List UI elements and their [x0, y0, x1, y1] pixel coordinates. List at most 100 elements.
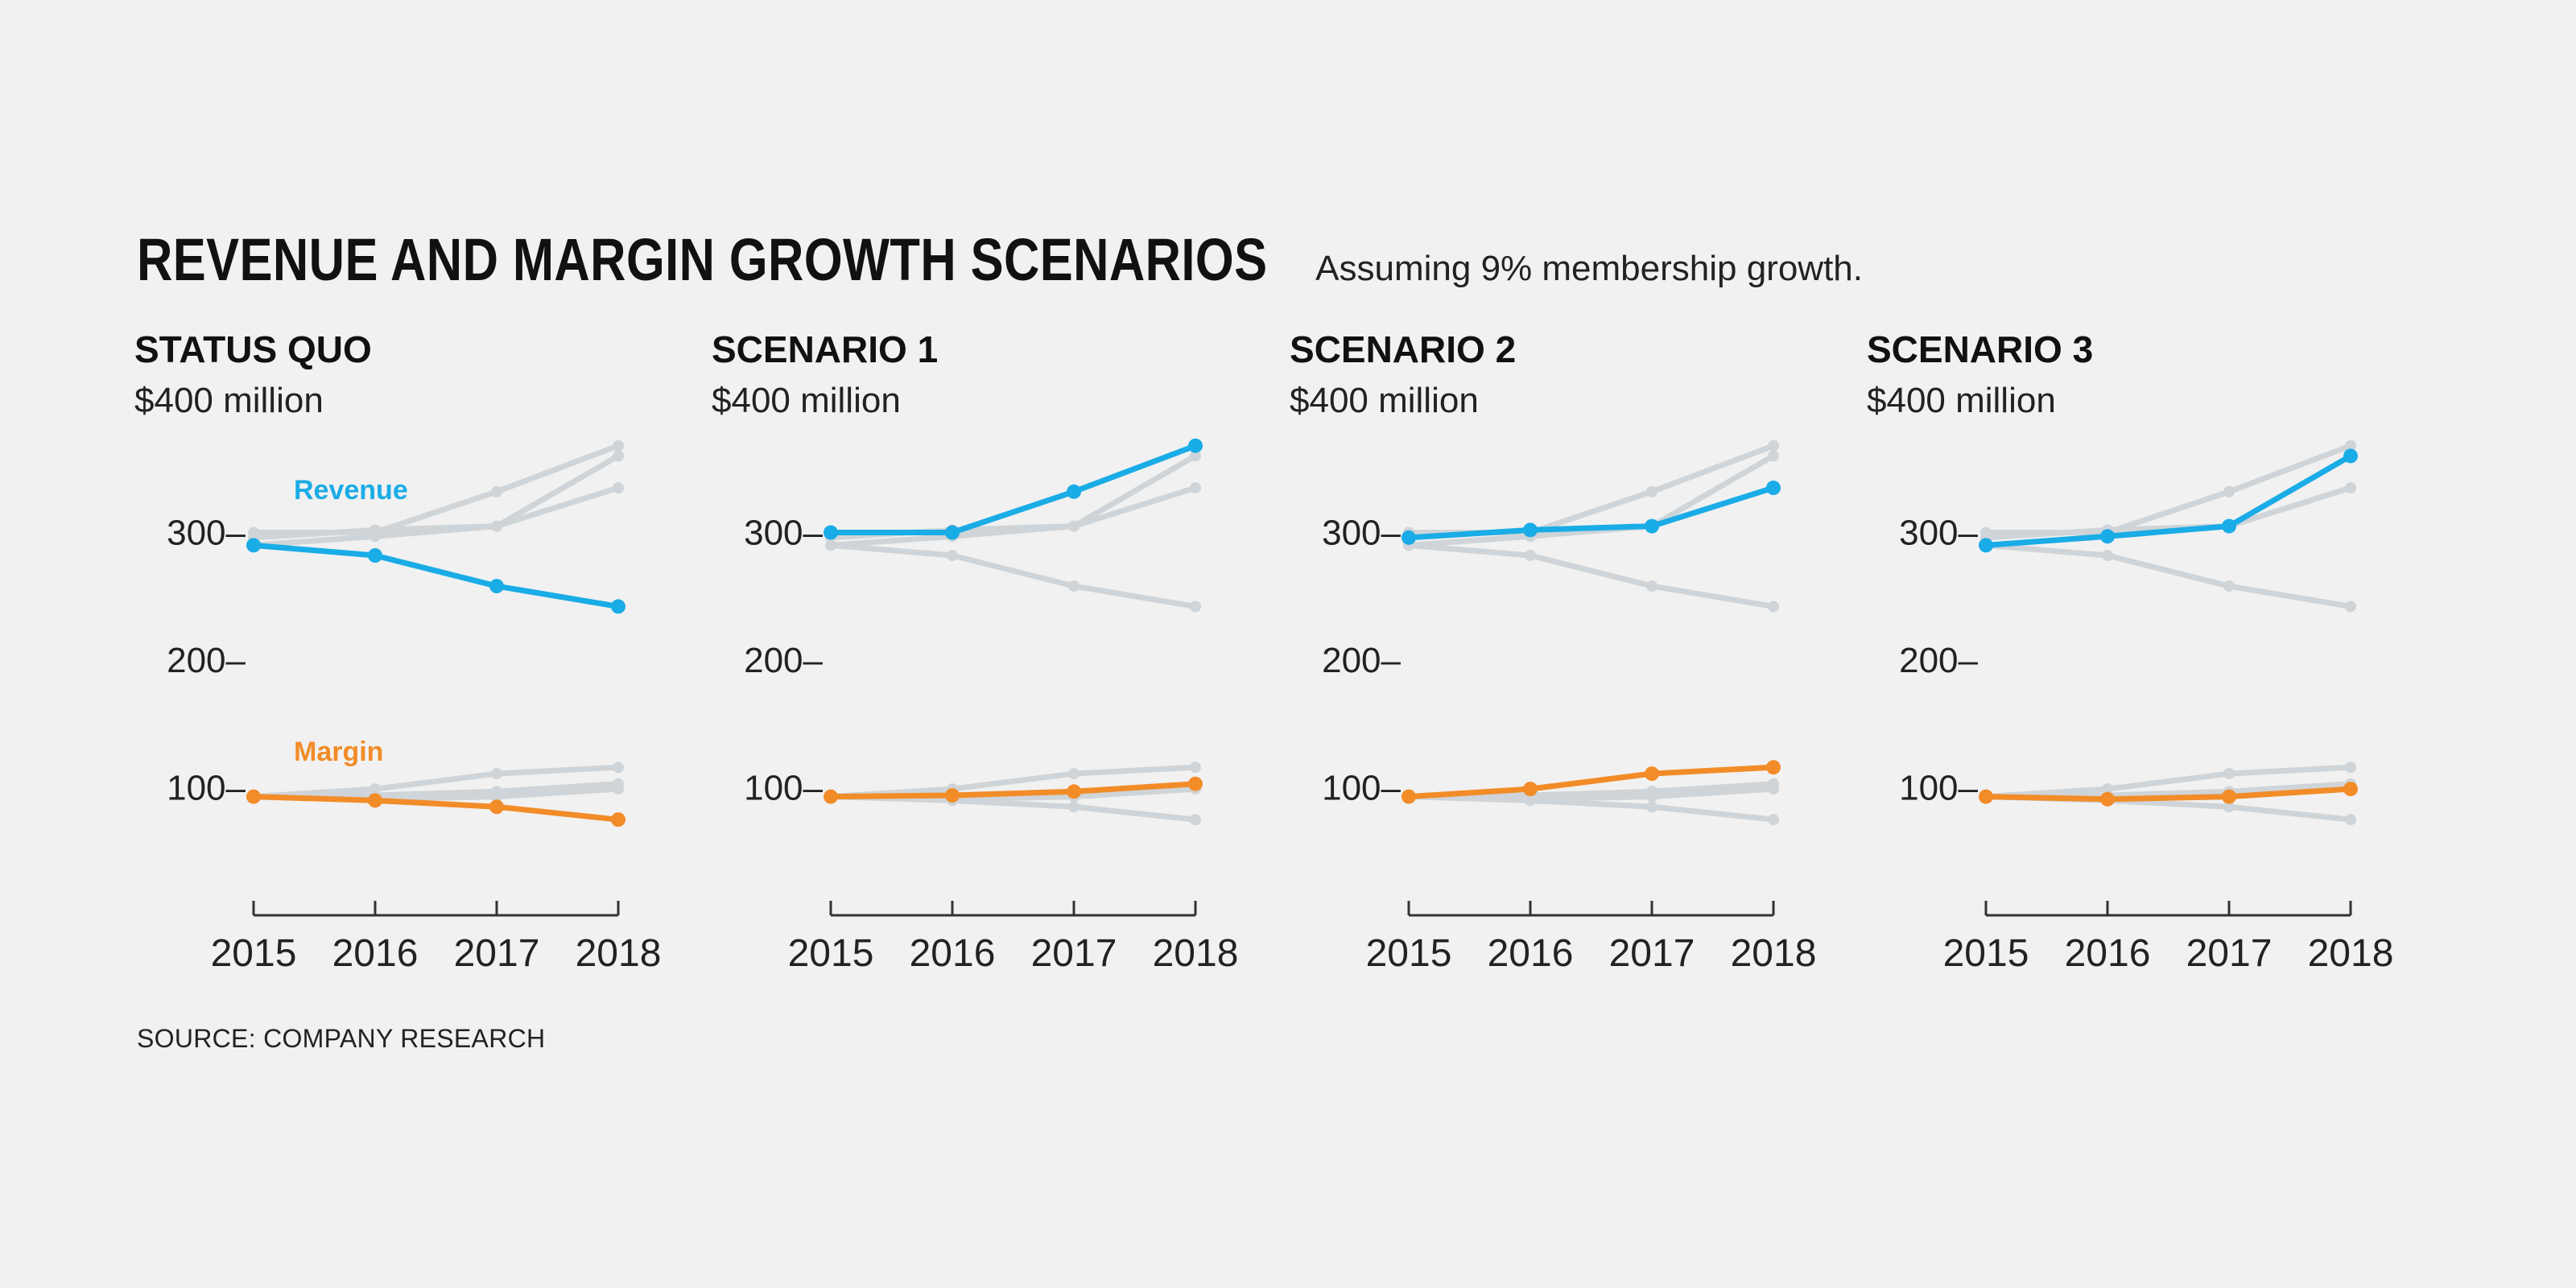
y-tick-label: 300– [1322, 514, 1401, 553]
margin-point [824, 789, 838, 804]
context-line-margin [1983, 764, 2354, 800]
y-tick-label: 300– [744, 514, 823, 553]
x-tick-label: 2016 [332, 932, 419, 975]
chart-header: REVENUE AND MARGIN GROWTH SCENARIOS Assu… [137, 225, 1863, 294]
revenue-point [2343, 448, 2358, 464]
panel-status-quo: STATUS QUO $400 million 300– 200– 100– 2015 20… [134, 328, 661, 975]
y-tick-label: 300– [1899, 514, 1978, 553]
y-tick-label: 200– [1322, 641, 1401, 680]
context-point-revenue [2102, 550, 2113, 562]
x-tick-label: 2017 [1031, 932, 1117, 975]
context-point-margin [369, 783, 381, 795]
context-point-margin [1190, 814, 1201, 826]
y-tick-label: 100– [1899, 769, 1978, 808]
context-point-margin [1646, 801, 1657, 813]
context-point-margin [2345, 762, 2356, 774]
context-point-margin [1068, 801, 1080, 813]
margin-point [489, 799, 504, 815]
x-tick-label: 2016 [2065, 932, 2151, 975]
panel-unit-label: $400 million [1867, 381, 2056, 420]
margin-point [2222, 789, 2236, 804]
revenue-point [1523, 522, 1538, 538]
context-point-margin [1768, 814, 1779, 826]
context-point-margin [1646, 791, 1657, 803]
context-point-margin [1768, 783, 1779, 795]
context-point-margin [2345, 814, 2356, 826]
panel-unit-label: $400 million [1290, 381, 1479, 420]
context-line-margin [1406, 786, 1777, 803]
x-tick-label: 2018 [1731, 932, 1817, 975]
context-point-margin [613, 783, 624, 795]
revenue-point [945, 525, 960, 540]
revenue-line [1983, 452, 2354, 548]
context-point-revenue [947, 550, 958, 562]
margin-point [1067, 784, 1081, 799]
margin-point [1523, 782, 1538, 797]
x-tick-label: 2018 [576, 932, 662, 975]
revenue-point [2222, 518, 2236, 534]
context-line-revenue [1983, 485, 2354, 541]
revenue-point [1402, 530, 1416, 545]
context-point-revenue [2345, 440, 2356, 452]
x-tick-label: 2018 [1153, 932, 1239, 975]
context-point-revenue [1068, 580, 1080, 592]
context-point-revenue [491, 485, 502, 497]
margin-line [828, 781, 1199, 800]
context-point-revenue [1768, 440, 1779, 452]
margin-point [368, 793, 382, 808]
panel-unit-label: $400 million [134, 381, 324, 420]
context-line-revenue [250, 452, 621, 548]
panel-title: SCENARIO 2 [1290, 328, 1516, 370]
context-point-margin [1190, 762, 1201, 774]
margin-point [611, 812, 625, 828]
y-tick-label: 200– [167, 641, 246, 680]
context-point-revenue [1190, 601, 1201, 613]
revenue-point [1766, 481, 1781, 496]
x-tick-label: 2018 [2308, 932, 2394, 975]
context-point-revenue [2345, 482, 2356, 494]
context-point-revenue [2223, 485, 2235, 497]
revenue-point [611, 599, 625, 614]
margin-series-label: Margin [294, 737, 383, 767]
revenue-point [1645, 518, 1659, 534]
panel-scenario-1: SCENARIO 1 $400 million 300– 200– 100– 2015 20… [712, 328, 1238, 975]
panel-scenario-2: SCENARIO 2 $400 million 300– 200– 100– 2015 20… [1290, 328, 1816, 975]
revenue-point [1067, 484, 1081, 499]
context-point-revenue [1525, 550, 1536, 562]
context-point-revenue [2345, 601, 2356, 613]
y-tick-label: 100– [167, 769, 246, 808]
margin-point [945, 788, 960, 803]
context-line-revenue [828, 452, 1199, 548]
panel-title: SCENARIO 3 [1867, 328, 2093, 370]
panel-unit-label: $400 million [712, 381, 901, 420]
revenue-point [368, 548, 382, 564]
revenue-point [246, 538, 261, 553]
margin-point [1402, 789, 1416, 804]
context-point-margin [1525, 793, 1536, 805]
y-tick-label: 200– [1899, 641, 1978, 680]
context-point-revenue [1646, 485, 1657, 497]
panel-scenario-3: SCENARIO 3 $400 million 300– 200– 100– 2015 20… [1867, 328, 2393, 975]
x-tick-label: 2015 [1943, 932, 2029, 975]
revenue-point [1188, 438, 1203, 453]
margin-line [250, 794, 621, 823]
chart-subtitle: Assuming 9% membership growth. [1315, 249, 1863, 288]
context-point-revenue [1646, 580, 1657, 592]
x-tick-label: 2017 [454, 932, 540, 975]
margin-point [2100, 791, 2115, 807]
y-tick-label: 100– [744, 769, 823, 808]
context-line-revenue [1983, 542, 2354, 609]
context-point-margin [2102, 783, 2113, 795]
margin-line [1406, 764, 1777, 800]
x-tick-label: 2017 [2186, 932, 2273, 975]
context-point-revenue [1768, 450, 1779, 462]
margin-point [2343, 782, 2358, 797]
margin-line [1983, 786, 2354, 803]
revenue-point [489, 579, 504, 594]
revenue-point [824, 525, 838, 540]
margin-point [1645, 766, 1659, 782]
y-tick-label: 200– [744, 641, 823, 680]
context-point-revenue [1768, 601, 1779, 613]
context-line-margin [828, 764, 1199, 800]
